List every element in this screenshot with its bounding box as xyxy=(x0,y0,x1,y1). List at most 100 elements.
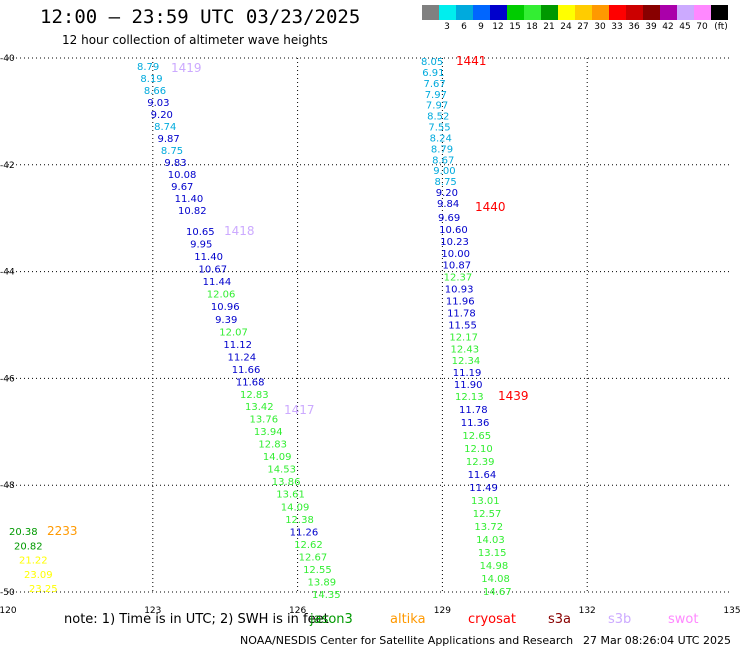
wave-height-reading: 7.97 xyxy=(425,90,447,101)
wave-height-reading: 10.08 xyxy=(168,170,197,181)
satellite-legend-jason3: jason3 xyxy=(310,612,353,627)
wave-height-reading: 8.75 xyxy=(435,177,457,188)
wave-height-reading: 12.57 xyxy=(473,509,502,520)
wave-height-reading: 8.19 xyxy=(140,74,162,85)
wave-height-reading: 10.60 xyxy=(439,225,468,236)
wave-height-reading: 11.26 xyxy=(290,527,319,538)
wave-height-reading: 8.74 xyxy=(154,122,176,133)
lat-lon-grid xyxy=(8,57,732,593)
pass-time-label: 1440 xyxy=(475,200,506,214)
satellite-legend-altika: altika xyxy=(390,612,426,627)
wave-height-reading: 11.55 xyxy=(448,320,477,331)
lat-tick-label: -44 xyxy=(0,268,15,278)
satellite-legend-cryosat: cryosat xyxy=(468,612,516,627)
wave-height-reading: 11.24 xyxy=(228,352,257,363)
wave-height-reading: 10.87 xyxy=(443,261,472,272)
wave-height-reading: 8.79 xyxy=(137,62,159,73)
wave-height-reading: 13.01 xyxy=(471,496,500,507)
map-subtitle: 12 hour collection of altimeter wave hei… xyxy=(62,33,328,47)
scale-label: 33 xyxy=(611,22,623,32)
wave-height-reading: 10.23 xyxy=(440,237,469,248)
wave-height-reading: 12.37 xyxy=(444,273,473,284)
lat-tick-label: -50 xyxy=(0,588,15,598)
wave-height-reading: 11.78 xyxy=(447,308,476,319)
wave-height-reading: 11.90 xyxy=(454,380,483,391)
scale-label: 36 xyxy=(628,22,640,32)
wave-height-reading: 9.84 xyxy=(437,199,459,210)
wave-height-reading: 10.93 xyxy=(445,285,474,296)
wave-height-reading: 9.69 xyxy=(438,213,460,224)
scale-swatch xyxy=(592,5,609,20)
wave-height-reading: 9.00 xyxy=(433,166,455,177)
wave-height-reading: 11.49 xyxy=(469,483,498,494)
wave-height-reading: 8.75 xyxy=(161,146,183,157)
wave-height-reading: 20.38 xyxy=(9,527,38,538)
lat-tick-label: -40 xyxy=(0,54,15,64)
wave-height-reading: 20.82 xyxy=(14,541,43,552)
wave-height-reading: 12.65 xyxy=(462,431,491,442)
scale-swatch xyxy=(660,5,677,20)
wave-height-reading: 12.83 xyxy=(240,390,269,401)
wave-height-reading: 14.35 xyxy=(312,590,341,601)
wave-height-reading: 14.09 xyxy=(263,452,292,463)
wave-height-reading: 12.67 xyxy=(299,552,328,563)
pass-time-label: 1419 xyxy=(171,61,202,75)
wave-height-reading: 12.83 xyxy=(258,440,287,451)
lon-tick-label: 132 xyxy=(579,606,596,616)
wave-height-reading: 11.64 xyxy=(468,470,497,481)
wave-height-reading: 13.72 xyxy=(474,522,503,533)
scale-swatch xyxy=(507,5,524,20)
wave-height-reading: 10.82 xyxy=(178,206,207,217)
scale-swatch xyxy=(575,5,592,20)
longitude-tick-labels: 120 123 126 129 132 135 xyxy=(0,606,740,616)
wave-height-reading: 13.94 xyxy=(254,427,283,438)
wave-height-reading: 12.06 xyxy=(207,290,236,301)
wave-height-reading: 9.95 xyxy=(190,240,212,251)
scale-swatch xyxy=(677,5,694,20)
scale-swatch xyxy=(473,5,490,20)
scale-label: 45 xyxy=(679,22,691,32)
wave-height-reading: 14.53 xyxy=(267,465,296,476)
pass-time-label: 2233 xyxy=(47,524,78,538)
wave-height-reading: 11.36 xyxy=(461,418,490,429)
wave-height-reading: 11.19 xyxy=(453,368,482,379)
wave-height-reading: 12.34 xyxy=(452,356,481,367)
wave-height-reading: 6.91 xyxy=(422,68,444,79)
wave-height-reading: 12.17 xyxy=(449,332,478,343)
scale-label: 3 xyxy=(444,22,450,32)
lon-tick-label: 123 xyxy=(144,606,161,616)
wave-height-reading: 7.97 xyxy=(426,101,448,112)
wave-height-reading: 8.52 xyxy=(427,112,449,123)
wave-height-reading: 14.67 xyxy=(483,587,512,598)
wave-height-reading: 7.55 xyxy=(428,123,450,134)
scale-label: 18 xyxy=(526,22,538,32)
wave-height-reading: 10.00 xyxy=(441,249,470,260)
scale-label: 15 xyxy=(509,22,521,32)
scale-label: 6 xyxy=(461,22,467,32)
scale-swatch xyxy=(626,5,643,20)
scale-label: 42 xyxy=(662,22,674,32)
scale-swatch xyxy=(643,5,660,20)
wave-height-reading: 8.79 xyxy=(431,144,453,155)
scale-label: 9 xyxy=(478,22,484,32)
scale-swatch xyxy=(439,5,456,20)
wave-height-reading: 13.42 xyxy=(245,402,274,413)
credit-line: NOAA/NESDIS Center for Satellite Applica… xyxy=(240,634,574,647)
wave-height-reading: 9.39 xyxy=(215,315,237,326)
scale-unit: (ft) xyxy=(714,22,728,32)
lat-tick-label: -42 xyxy=(0,161,15,171)
generated-timestamp: 27 Mar 08:26:04 UTC 2025 xyxy=(583,634,731,647)
wave-height-reading: 21.22 xyxy=(19,556,48,567)
scale-label: 70 xyxy=(696,22,708,32)
wave-height-reading: 13.86 xyxy=(272,477,301,488)
wave-height-reading: 10.67 xyxy=(198,265,227,276)
wave-height-reading: 9.67 xyxy=(171,182,193,193)
scale-label: 21 xyxy=(543,22,555,32)
wave-height-reading: 9.87 xyxy=(158,134,180,145)
scale-label: 24 xyxy=(560,22,572,32)
scale-swatch xyxy=(456,5,473,20)
wave-height-reading: 11.44 xyxy=(203,277,232,288)
scale-swatch xyxy=(422,5,439,20)
wave-height-reading: 9.20 xyxy=(436,188,458,199)
